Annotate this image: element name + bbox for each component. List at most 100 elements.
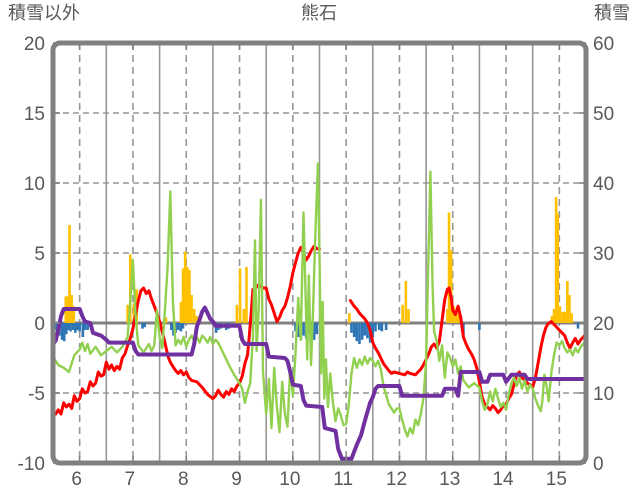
snowfall-bar bbox=[67, 323, 70, 330]
precip-bar bbox=[449, 250, 453, 323]
left-axis-tick-label: -5 bbox=[28, 384, 45, 405]
snowfall-bar bbox=[576, 323, 580, 329]
snowfall-bar bbox=[170, 323, 173, 330]
precip-bar bbox=[181, 268, 185, 323]
left-axis-tick-label: 20 bbox=[24, 34, 45, 55]
snowfall-bar bbox=[371, 323, 375, 337]
precip-bar bbox=[561, 311, 564, 323]
x-axis-tick-label: 10 bbox=[279, 469, 300, 490]
x-axis-tick-label: 14 bbox=[492, 469, 514, 490]
precip-bar bbox=[190, 295, 193, 323]
precip-bar bbox=[554, 197, 558, 323]
snowfall-bar bbox=[83, 323, 87, 330]
precip-bar bbox=[238, 268, 242, 323]
chart-title: 熊石 bbox=[301, 3, 337, 23]
precip-bar bbox=[195, 316, 199, 323]
x-axis-tick-label: 6 bbox=[71, 469, 82, 490]
snowfall-bar bbox=[350, 323, 353, 333]
precip-bar bbox=[132, 303, 136, 323]
snowfall-bar bbox=[352, 323, 356, 337]
precip-bar bbox=[68, 225, 71, 323]
snowfall-bar bbox=[143, 323, 146, 328]
precip-bar bbox=[348, 313, 351, 323]
precip-bar bbox=[188, 269, 191, 323]
precip-bar bbox=[235, 304, 239, 323]
left-axis-tick-label: 10 bbox=[24, 174, 45, 195]
snowfall-bar bbox=[81, 323, 85, 337]
precip-bar bbox=[179, 302, 183, 323]
snowfall-bar bbox=[181, 323, 185, 329]
precip-bar bbox=[550, 316, 554, 323]
snowfall-bar bbox=[86, 323, 89, 330]
precip-bar bbox=[404, 281, 408, 323]
precip-bar bbox=[556, 213, 560, 323]
snowfall-bar bbox=[363, 323, 367, 336]
snowfall-bar bbox=[76, 323, 79, 330]
precip-bar bbox=[446, 309, 449, 323]
snowfall-bar bbox=[179, 323, 183, 332]
right-axis-tick-label: 50 bbox=[593, 104, 614, 125]
x-axis-tick-label: 15 bbox=[546, 469, 567, 490]
green-line bbox=[51, 162, 588, 438]
snowfall-bar bbox=[296, 323, 300, 337]
precip-bar bbox=[192, 309, 196, 323]
snowfall-bar bbox=[141, 323, 144, 329]
snowfall-bar bbox=[312, 323, 316, 340]
snowfall-bar bbox=[71, 323, 75, 330]
precip-bar bbox=[552, 309, 556, 323]
right-axis-tick-label: 60 bbox=[593, 34, 614, 55]
snowfall-bar bbox=[74, 323, 77, 333]
snowfall-bar bbox=[69, 323, 72, 332]
line-layer bbox=[51, 162, 588, 461]
snowfall-bar bbox=[366, 323, 369, 339]
precip-bar bbox=[447, 212, 451, 323]
precip-bar bbox=[407, 309, 410, 323]
right-axis-tick-label: 10 bbox=[593, 384, 614, 405]
precip-bar bbox=[72, 306, 76, 323]
snowfall-bar bbox=[478, 323, 481, 330]
precip-bar bbox=[455, 311, 458, 323]
precip-bar bbox=[568, 295, 571, 323]
x-axis-tick-label: 11 bbox=[333, 469, 353, 490]
precip-bar bbox=[401, 304, 404, 323]
right-axis-tick-label: 40 bbox=[593, 174, 614, 195]
snowfall-bar bbox=[60, 323, 64, 340]
precip-bar bbox=[245, 267, 248, 323]
snowfall-bar bbox=[377, 323, 381, 330]
right-axis-title: 積雪 bbox=[594, 3, 630, 23]
precip-bar bbox=[126, 304, 129, 323]
left-axis-title: 積雪以外 bbox=[8, 3, 80, 23]
precip-bar bbox=[566, 281, 569, 323]
snowfall-bar bbox=[315, 323, 319, 335]
precip-bar bbox=[183, 251, 187, 323]
snowfall-bar bbox=[78, 323, 81, 332]
right-axis-tick-label: 0 bbox=[593, 454, 604, 475]
right-axis-tick-label: 30 bbox=[593, 244, 614, 265]
precip-bar bbox=[457, 314, 460, 323]
frame-layer bbox=[50, 40, 589, 466]
precip-bar bbox=[186, 267, 189, 323]
precip-bar bbox=[570, 313, 573, 323]
x-axis-tick-label: 12 bbox=[386, 469, 407, 490]
snowfall-bar bbox=[360, 323, 364, 340]
left-axis-tick-label: 0 bbox=[34, 314, 45, 335]
snowfall-bar bbox=[358, 323, 361, 344]
x-axis-tick-label: 9 bbox=[231, 469, 242, 490]
precip-bar bbox=[563, 311, 566, 323]
purple-line bbox=[51, 305, 588, 461]
snowfall-bar bbox=[65, 323, 68, 335]
snowfall-bar bbox=[176, 323, 180, 330]
snowfall-bar bbox=[355, 323, 359, 342]
red-line bbox=[51, 244, 321, 416]
snowfall-bar bbox=[62, 323, 66, 342]
left-axis-tick-label: 15 bbox=[24, 104, 45, 125]
x-axis-tick-label: 8 bbox=[178, 469, 189, 490]
precip-bar bbox=[558, 306, 562, 323]
red-line bbox=[348, 286, 588, 415]
x-axis-tick-label: 7 bbox=[125, 469, 136, 490]
precip-bar bbox=[164, 317, 168, 323]
snowfall-bar bbox=[302, 323, 305, 336]
